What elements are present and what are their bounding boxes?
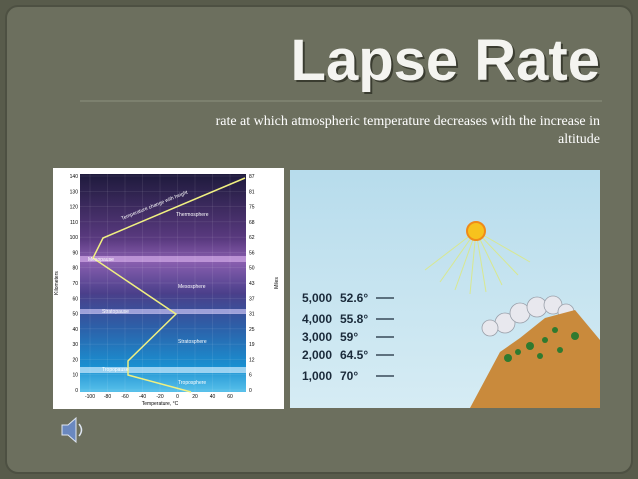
speaker-icon[interactable]	[61, 416, 83, 444]
temp-tick-label: 20	[192, 394, 198, 400]
subtitle: altitude	[558, 132, 600, 147]
layer-label: Stratosphere	[178, 339, 207, 345]
mountain-figure: 5,000 52.6° 4,000 55.8° 3,000 59° 2,000 64.5° 1,…	[290, 170, 600, 408]
altitude: 3,000	[302, 330, 332, 344]
temp-tick-label: 40	[210, 394, 216, 400]
temp-tick-label: -80	[104, 394, 111, 400]
layer-label: Stratopause	[102, 309, 129, 315]
km-tick-label: 10	[72, 373, 78, 379]
plot-area	[80, 174, 246, 392]
temp-tick-label: -100	[85, 394, 95, 400]
altitude: 1,000	[302, 369, 332, 383]
atmosphere-figure: Temperature change with height Thermosph…	[53, 168, 284, 409]
temp-tick-label: -60	[121, 394, 128, 400]
km-tick-label: 50	[72, 312, 78, 318]
axis-label: Temperature, °C	[142, 401, 179, 407]
layer-label: Thermosphere	[176, 212, 209, 218]
mountain	[470, 310, 600, 408]
cloud	[481, 295, 575, 337]
temperature: 64.5°	[340, 348, 368, 362]
sun-rays	[424, 230, 531, 295]
mile-tick-label: 75	[249, 205, 255, 211]
mile-tick-label: 43	[249, 281, 255, 287]
km-tick-label: 60	[72, 296, 78, 302]
km-tick-label: 130	[70, 189, 79, 195]
km-tick-label: 80	[72, 266, 78, 272]
temperature: 52.6°	[340, 291, 368, 305]
mile-tick-label: 68	[249, 220, 255, 226]
km-tick-label: 110	[70, 220, 78, 226]
km-tick-label: 90	[72, 250, 78, 256]
km-tick-label: 0	[75, 388, 78, 394]
title: Lapse Rate	[291, 28, 600, 93]
layer-label: Troposphere	[178, 380, 206, 386]
temperature: 59°	[340, 330, 358, 344]
temperature-curve	[92, 177, 246, 393]
tropopause-band	[80, 367, 246, 373]
temp-tick-label: -20	[156, 394, 163, 400]
altitude: 5,000	[302, 291, 332, 305]
layer-label: Mesopause	[88, 257, 114, 263]
subtitle: rate at which atmospheric temperature de…	[216, 114, 600, 129]
km-tick-label: 40	[72, 327, 78, 333]
altitude: 2,000	[302, 348, 332, 362]
km-tick-label: 100	[70, 235, 79, 241]
temp-tick-label: 60	[227, 394, 233, 400]
mile-tick-label: 31	[249, 312, 255, 318]
layer-label: Mesosphere	[178, 284, 206, 290]
km-tick-label: 20	[72, 357, 78, 363]
mile-tick-label: 56	[249, 250, 255, 256]
km-tick-label: 140	[70, 174, 79, 180]
mile-tick-label: 37	[249, 296, 255, 302]
mile-tick-label: 50	[249, 266, 255, 272]
title-shadow: Lapse Rate	[293, 30, 602, 95]
axis-label: Miles	[274, 277, 280, 289]
mile-tick-label: 0	[249, 388, 252, 394]
stratopause-band	[80, 309, 246, 314]
mile-tick-label: 62	[249, 235, 255, 241]
temp-tick-label: -40	[139, 394, 146, 400]
km-tick-label: 120	[70, 205, 79, 211]
mile-tick-label: 87	[249, 174, 255, 180]
km-tick-label: 30	[72, 342, 78, 348]
layer-label: Tropopause	[102, 367, 129, 373]
axis-label: Kilometers	[54, 271, 60, 295]
temperature: 70°	[340, 369, 358, 383]
mile-tick-label: 6	[249, 373, 252, 379]
mile-tick-label: 25	[249, 327, 255, 333]
mile-tick-label: 12	[249, 357, 255, 363]
mile-tick-label: 81	[249, 189, 255, 195]
trees	[504, 327, 579, 362]
temperature: 55.8°	[340, 312, 368, 326]
mesopause-band	[80, 256, 246, 262]
km-tick-label: 70	[72, 281, 78, 287]
mile-tick-label: 19	[249, 342, 255, 348]
altitude: 4,000	[302, 312, 332, 326]
sun	[466, 221, 486, 241]
temp-tick-label: 0	[176, 394, 179, 400]
